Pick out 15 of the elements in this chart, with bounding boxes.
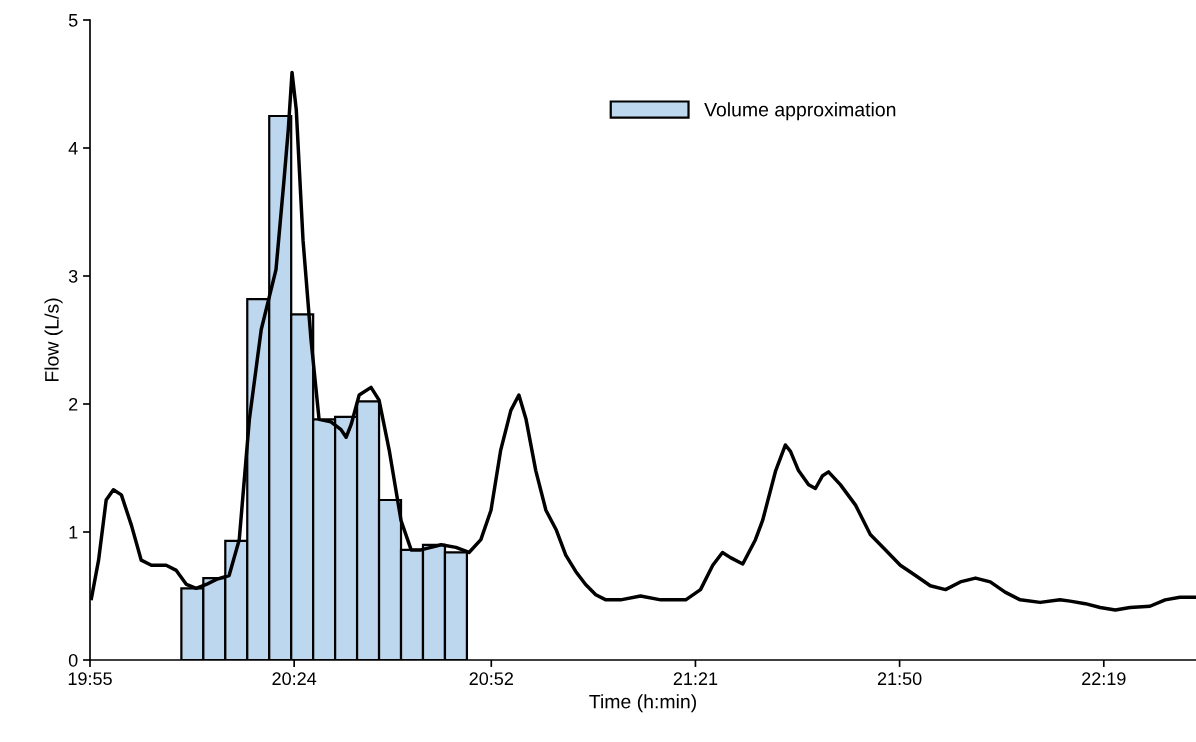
x-tick-label: 22:19	[1082, 672, 1126, 686]
legend-label: Volume approximation	[704, 102, 896, 121]
y-axis-title: Flow (L/s)	[44, 298, 63, 382]
y-tick-label: 1	[69, 526, 78, 539]
y-tick-label: 4	[68, 142, 78, 155]
x-tick-label: 20:52	[469, 672, 513, 686]
x-tick-label: 20:24	[272, 672, 317, 686]
y-tick-label: 0	[68, 653, 78, 667]
y-tick-label: 3	[68, 269, 78, 283]
x-tick-label: 19:55	[68, 672, 112, 686]
x-axis-title: Time (h:min)	[589, 694, 696, 713]
x-tick-label: 21:21	[673, 672, 718, 685]
x-tick-label: 21:50	[877, 672, 922, 686]
y-tick-label: 2	[69, 397, 78, 411]
y-tick-label: 5	[68, 14, 78, 27]
